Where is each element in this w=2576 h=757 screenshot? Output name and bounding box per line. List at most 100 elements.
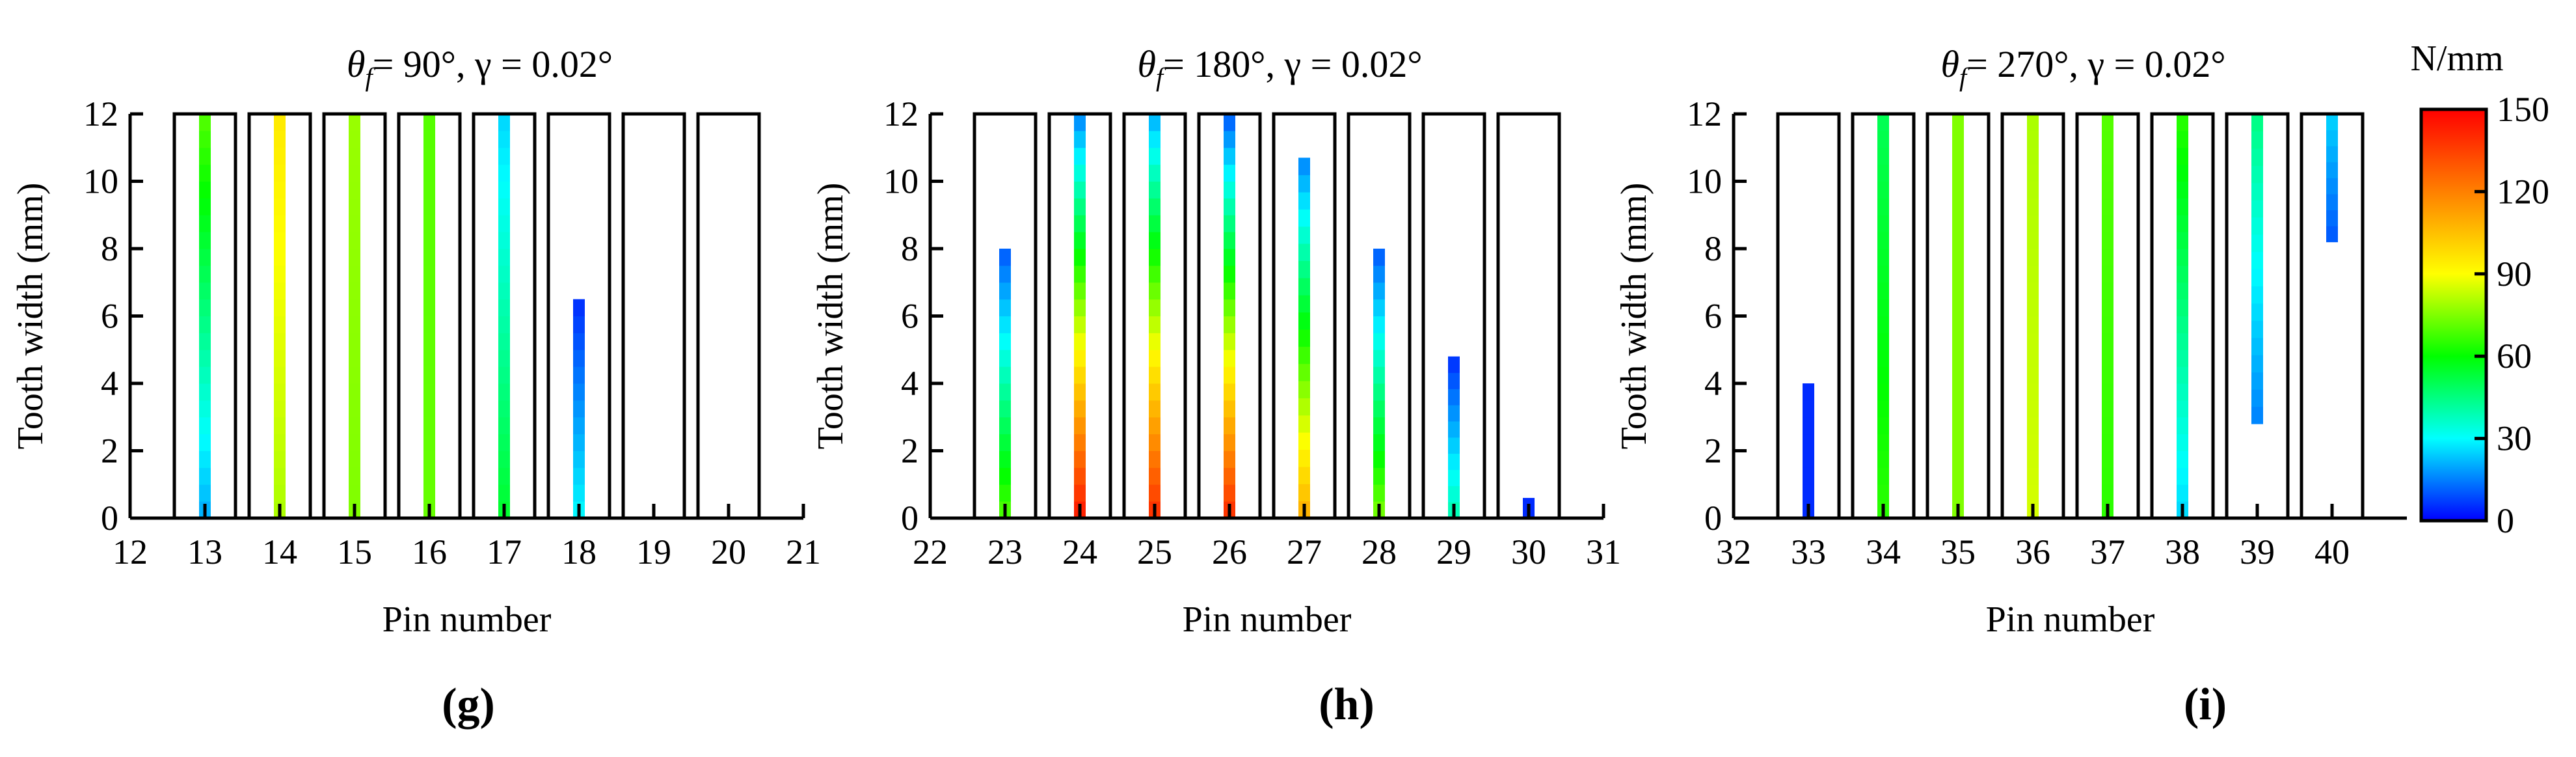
bar-segment (1803, 434, 1814, 451)
bar-segment (274, 215, 286, 232)
bar-segment (1149, 434, 1161, 451)
bar-segment (423, 249, 435, 266)
bar-segment (2102, 333, 2113, 350)
bar-segment (999, 366, 1011, 384)
y-axis-label: Tooth width (mm) (1614, 183, 1654, 450)
bar-segment (423, 147, 435, 165)
bar-segment (498, 232, 510, 249)
bar-segment (2251, 337, 2263, 355)
bar-segment (498, 114, 510, 131)
bar-segment (349, 333, 360, 350)
bar-segment (1149, 450, 1161, 468)
bar-segment (423, 232, 435, 249)
bar-segment (349, 417, 360, 435)
bar-segment (274, 232, 286, 249)
bar-segment (2251, 148, 2263, 166)
bar-segment (573, 467, 585, 485)
bar-segment (498, 434, 510, 451)
bar-segment (498, 400, 510, 418)
bar-segment (1448, 453, 1460, 470)
bar-segment (1074, 164, 1086, 182)
bar-segment (1803, 400, 1814, 418)
bar-segment (1952, 400, 1964, 418)
bar-segment (2177, 333, 2188, 350)
bar-segment (1373, 450, 1385, 468)
bar-segment (349, 400, 360, 418)
bar-segment (999, 484, 1011, 502)
bar-segment (999, 400, 1011, 418)
bar-pin-29 (1448, 356, 1460, 519)
bar-segment (423, 467, 435, 485)
x-axis-label: Pin number (1986, 599, 2155, 640)
bar-segment (274, 434, 286, 451)
bar-segment (1877, 316, 1889, 333)
bar-segment (2326, 193, 2338, 210)
bar-segment (2251, 303, 2263, 321)
bar-segment (2102, 130, 2113, 148)
bar-segment (2177, 215, 2188, 232)
bar-segment (199, 383, 211, 401)
bar-segment (1877, 450, 1889, 468)
bar-segment (349, 215, 360, 232)
bar-segment (1448, 372, 1460, 389)
bar-segment (349, 164, 360, 182)
bar-segment (1074, 299, 1086, 316)
panel-label: (h) (1319, 680, 1375, 730)
y-tick-label: 4 (101, 364, 118, 403)
bar-segment (2177, 467, 2188, 485)
bar-segment (1803, 450, 1814, 468)
bar-segment (1298, 363, 1310, 381)
bar-segment (1298, 158, 1310, 176)
bar-segment (1877, 114, 1889, 131)
bar-segment (2177, 282, 2188, 300)
bar-segment (2027, 114, 2039, 131)
bar-segment (999, 450, 1011, 468)
bar-segment (274, 417, 286, 435)
bar-segment (498, 147, 510, 165)
bar-segment (1877, 350, 1889, 367)
bar-segment (274, 484, 286, 502)
bar-segment (2027, 350, 2039, 367)
bar-pin-18 (573, 299, 585, 519)
bar-segment (423, 366, 435, 384)
bar-segment (199, 130, 211, 148)
bar-segment (1074, 467, 1086, 485)
panel-title: θf= 90°, γ = 0.02° (347, 43, 613, 92)
bar-segment (423, 400, 435, 418)
bar-segment (274, 383, 286, 401)
bar-segment (2102, 164, 2113, 182)
bar-segment (2251, 251, 2263, 269)
bar-segment (1952, 417, 1964, 435)
bar-segment (1298, 295, 1310, 313)
bar-segment (1448, 437, 1460, 454)
bar-segment (1298, 192, 1310, 210)
bar-segment (1877, 467, 1889, 485)
bar-segment (1952, 450, 1964, 468)
bar-segment (199, 198, 211, 215)
bar-segment (1149, 484, 1161, 502)
bar-segment (1877, 265, 1889, 283)
bar-segment (1373, 316, 1385, 333)
x-tick-label: 20 (711, 532, 746, 571)
bar-segment (1952, 333, 1964, 350)
bar-segment (2177, 350, 2188, 367)
y-tick-label: 2 (1704, 432, 1722, 471)
bar-segment (573, 383, 585, 401)
bar-segment (1877, 366, 1889, 384)
bar-segment (1952, 181, 1964, 199)
panel-i: 32 33 34 35 36 37 38 39 40 0 2 4 6 8 10 12 θf= 270°, γ… (1614, 43, 2407, 730)
bar-segment (349, 282, 360, 300)
bar-segment (2027, 215, 2039, 232)
x-tick-label: 35 (1940, 532, 1976, 571)
bar-segment (1149, 366, 1161, 384)
bar-segment (1074, 232, 1086, 249)
x-tick-label: 16 (412, 532, 447, 571)
x-tick-label: 13 (187, 532, 222, 571)
x-tick-label: 28 (1362, 532, 1397, 571)
pin-box-30 (1496, 112, 1561, 520)
bar-segment (199, 282, 211, 300)
bar-segment (573, 450, 585, 468)
bar-segment (2177, 450, 2188, 468)
bar-segment (1224, 484, 1235, 502)
bar-pin-26 (1224, 114, 1235, 519)
